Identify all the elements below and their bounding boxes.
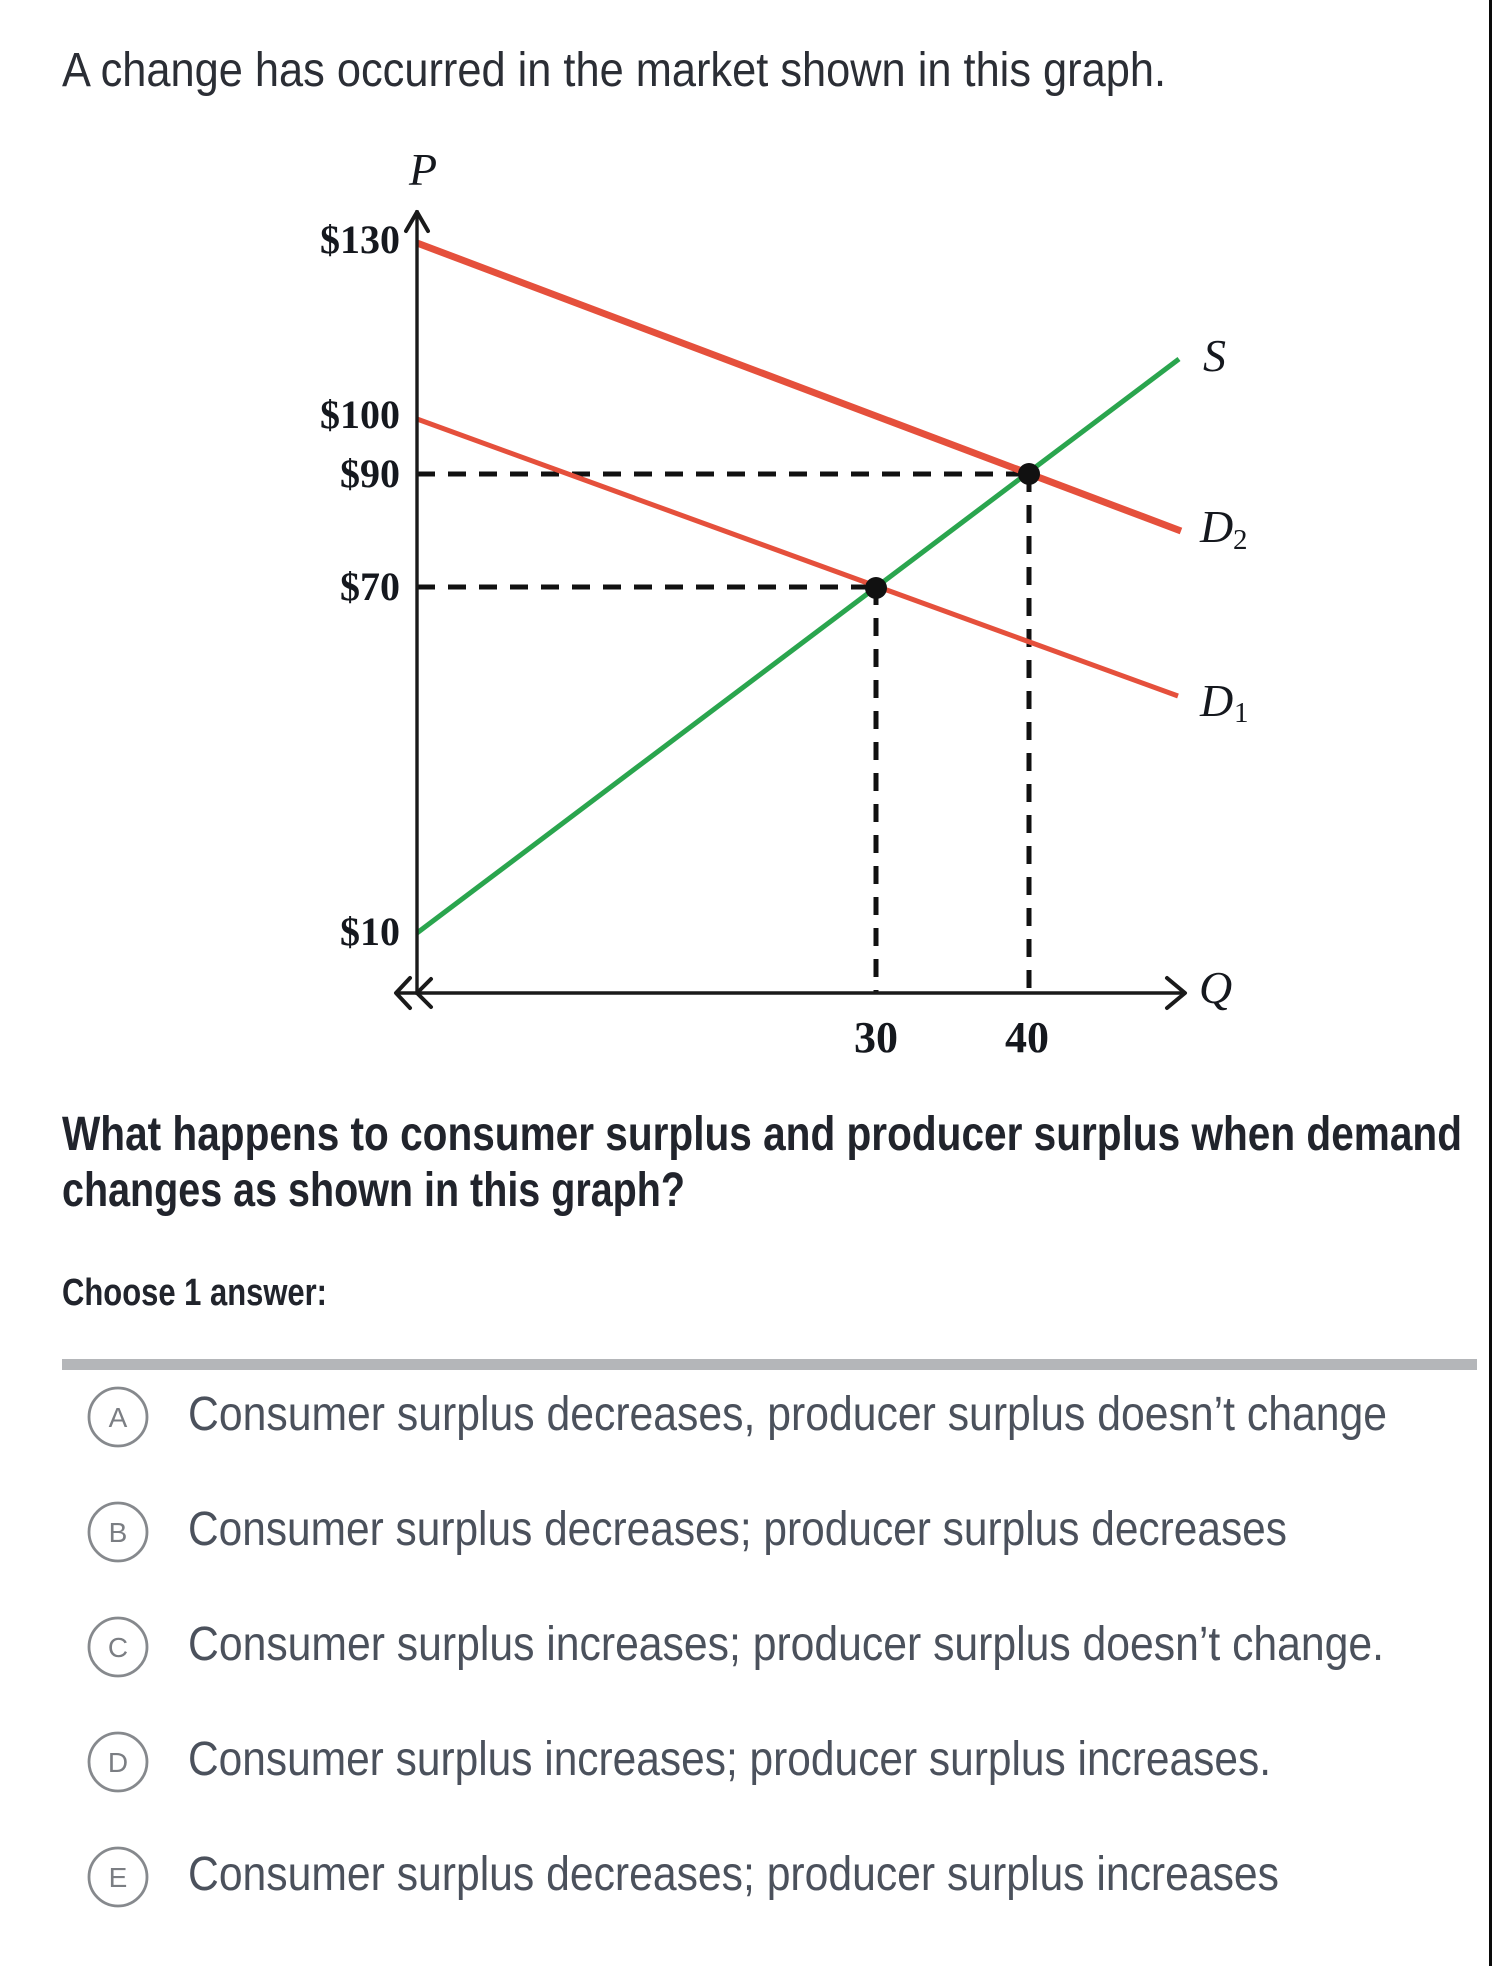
svg-text:D: D (1199, 675, 1233, 726)
svg-text:$10: $10 (340, 909, 400, 954)
svg-text:$130: $130 (320, 217, 400, 262)
svg-text:Consumer surplus increases; pr: Consumer surplus increases; producer sur… (188, 1618, 1384, 1671)
svg-text:Consumer surplus decreases, pr: Consumer surplus decreases, producer sur… (188, 1388, 1387, 1441)
svg-text:A: A (109, 1402, 128, 1433)
svg-text:B: B (109, 1517, 128, 1548)
svg-text:A change has occurred in the m: A change has occurred in the market show… (62, 44, 1166, 97)
svg-text:30: 30 (854, 1013, 898, 1062)
svg-text:P: P (408, 144, 437, 195)
svg-text:D: D (108, 1747, 128, 1778)
svg-text:What happens to consumer surpl: What happens to consumer surplus and pro… (62, 1108, 1462, 1161)
svg-text:$70: $70 (340, 564, 400, 609)
svg-text:Q: Q (1199, 962, 1232, 1013)
svg-text:S: S (1203, 330, 1226, 381)
svg-text:2: 2 (1233, 524, 1248, 556)
svg-text:$100: $100 (320, 392, 400, 437)
svg-text:C: C (108, 1632, 128, 1663)
svg-text:1: 1 (1234, 697, 1249, 729)
svg-text:Consumer surplus decreases; pr: Consumer surplus decreases; producer sur… (188, 1503, 1287, 1556)
svg-text:D: D (1199, 501, 1233, 552)
svg-text:40: 40 (1005, 1013, 1049, 1062)
svg-text:Choose 1 answer:: Choose 1 answer: (62, 1272, 327, 1314)
svg-text:$90: $90 (340, 451, 400, 496)
svg-text:Consumer surplus increases; pr: Consumer surplus increases; producer sur… (188, 1733, 1271, 1786)
svg-text:Consumer surplus decreases; pr: Consumer surplus decreases; producer sur… (188, 1848, 1279, 1901)
svg-text:E: E (109, 1862, 128, 1893)
svg-text:changes as shown in this graph: changes as shown in this graph? (62, 1164, 685, 1217)
